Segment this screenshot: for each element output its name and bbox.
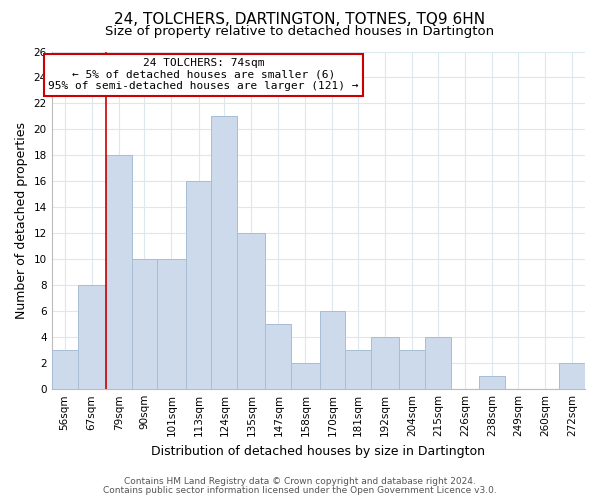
Bar	[292, 363, 320, 389]
Text: Contains HM Land Registry data © Crown copyright and database right 2024.: Contains HM Land Registry data © Crown c…	[124, 477, 476, 486]
Text: Size of property relative to detached houses in Dartington: Size of property relative to detached ho…	[106, 25, 494, 38]
X-axis label: Distribution of detached houses by size in Dartington: Distribution of detached houses by size …	[151, 444, 485, 458]
Bar	[237, 234, 265, 389]
Bar	[131, 260, 157, 389]
Bar	[479, 376, 505, 389]
Bar	[211, 116, 237, 389]
Bar	[559, 363, 585, 389]
Bar	[320, 312, 346, 389]
Text: 24 TOLCHERS: 74sqm
← 5% of detached houses are smaller (6)
95% of semi-detached : 24 TOLCHERS: 74sqm ← 5% of detached hous…	[49, 58, 359, 92]
Bar	[185, 182, 211, 389]
Y-axis label: Number of detached properties: Number of detached properties	[15, 122, 28, 319]
Bar	[371, 337, 400, 389]
Bar	[400, 350, 425, 389]
Bar	[77, 286, 106, 389]
Bar	[265, 324, 292, 389]
Bar	[346, 350, 371, 389]
Bar	[106, 156, 131, 389]
Bar	[157, 260, 185, 389]
Text: Contains public sector information licensed under the Open Government Licence v3: Contains public sector information licen…	[103, 486, 497, 495]
Bar	[425, 337, 451, 389]
Text: 24, TOLCHERS, DARTINGTON, TOTNES, TQ9 6HN: 24, TOLCHERS, DARTINGTON, TOTNES, TQ9 6H…	[115, 12, 485, 28]
Bar	[52, 350, 77, 389]
